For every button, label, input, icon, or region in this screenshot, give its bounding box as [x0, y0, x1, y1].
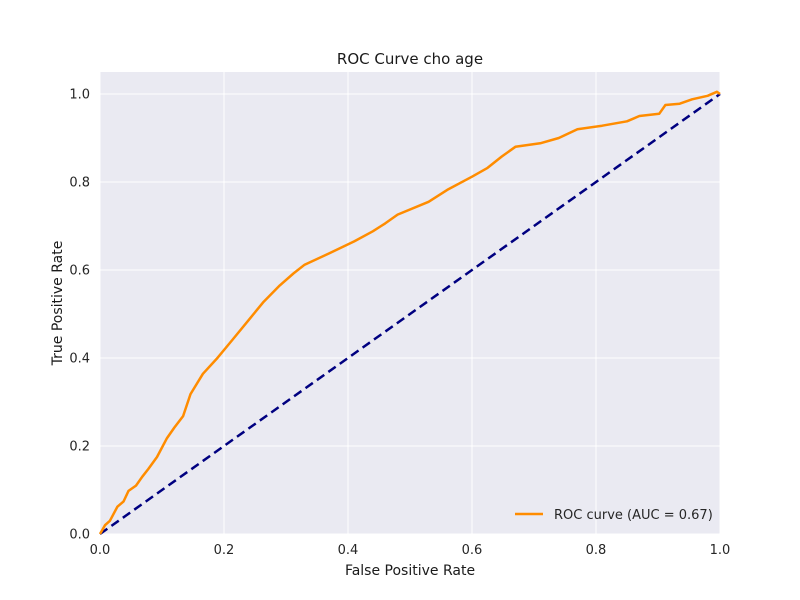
grid-lines: [99, 72, 721, 535]
x-tick-label: 0.6: [462, 543, 483, 558]
roc-curve-line: [98, 90, 721, 535]
x-tick-label: 0.4: [338, 543, 359, 558]
y-tick-label: 1.0: [69, 88, 90, 103]
series-lines: [98, 90, 721, 536]
y-tick-label: 0.0: [69, 528, 90, 543]
x-tick-label: 0.8: [586, 543, 607, 558]
chance-diagonal-line: [99, 92, 721, 536]
y-axis-label: True Positive Rate: [50, 241, 66, 367]
legend-label-roc: ROC curve (AUC = 0.67): [554, 508, 713, 523]
x-tick-label: 0.0: [90, 543, 111, 558]
x-tick-label: 1.0: [710, 543, 731, 558]
tick-labels: 0.0 0.2 0.4 0.6 0.8 1.0 0.0 0.2 0.4 0.6 0.8 1.0: [69, 88, 730, 559]
plot-area: [100, 72, 720, 534]
legend: ROC curve (AUC = 0.67): [515, 508, 713, 523]
x-axis-label: False Positive Rate: [345, 563, 475, 579]
y-tick-label: 0.4: [69, 352, 90, 367]
chart-title: ROC Curve cho age: [337, 50, 483, 68]
y-tick-label: 0.2: [69, 440, 90, 455]
x-tick-label: 0.2: [214, 543, 235, 558]
y-tick-label: 0.8: [69, 176, 90, 191]
plot-background: [100, 72, 720, 534]
y-tick-label: 0.6: [69, 264, 90, 279]
